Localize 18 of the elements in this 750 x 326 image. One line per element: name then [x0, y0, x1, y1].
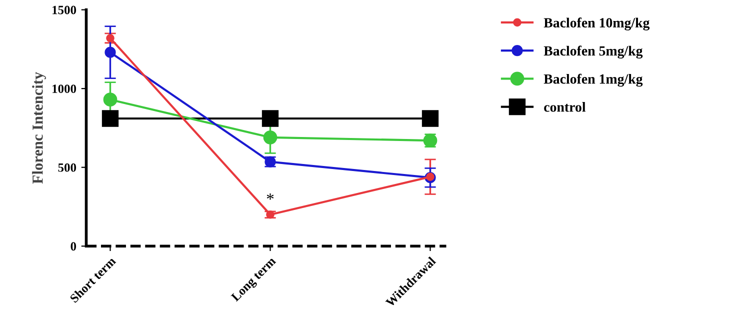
legend-label: Baclofen 1mg/kg: [544, 74, 643, 87]
point: [103, 92, 118, 107]
y-tick-label: 1500: [52, 6, 76, 14]
point: [426, 172, 434, 181]
point: [422, 110, 439, 127]
y-tick-label: 0: [70, 242, 76, 251]
annotation: *: [266, 194, 274, 200]
point: [262, 110, 279, 127]
point: [104, 46, 116, 58]
point: [102, 110, 119, 127]
point: [266, 210, 274, 219]
point: [263, 130, 278, 144]
legend-label: Baclofen 10mg/kg: [544, 18, 650, 30]
y-tick-label: 500: [58, 163, 76, 172]
legend-label: Baclofen 5mg/kg: [544, 46, 643, 59]
y-axis-title: Florenc Intencity: [32, 72, 46, 184]
y-tick-label: 1000: [52, 84, 76, 94]
legend-label: control: [544, 102, 586, 112]
